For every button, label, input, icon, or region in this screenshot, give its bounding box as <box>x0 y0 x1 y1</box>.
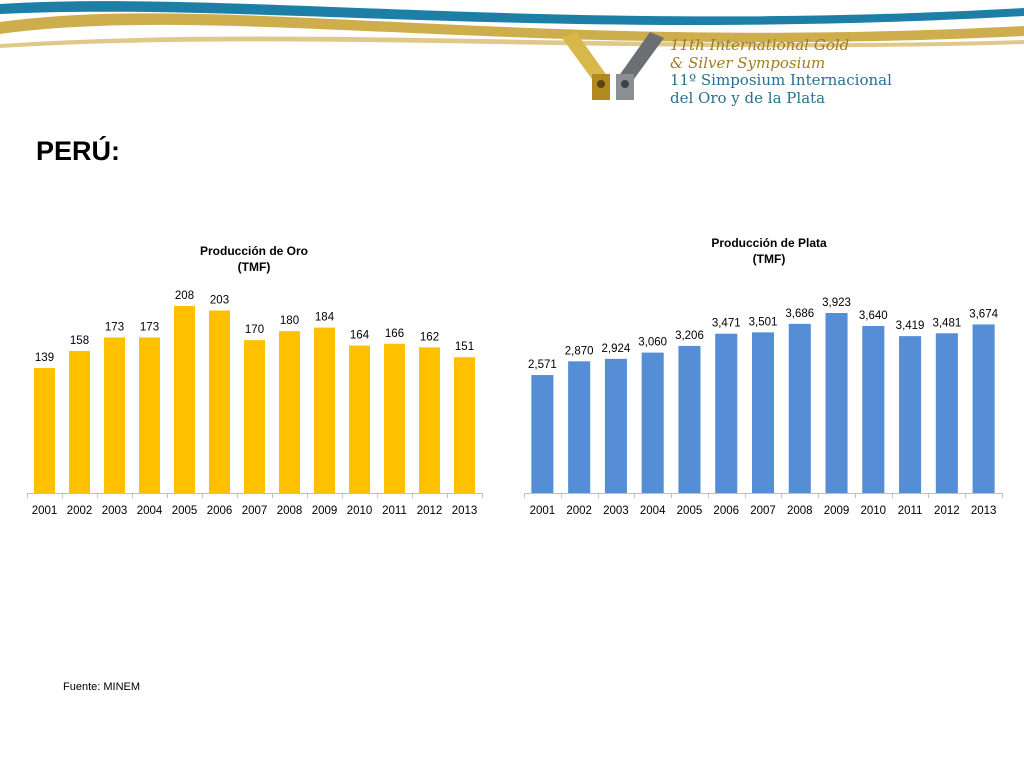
chart-subtitle: (TMF) <box>753 252 786 266</box>
x-tick-label-2002: 2002 <box>566 505 592 517</box>
x-tick-label-2013: 2013 <box>971 505 997 517</box>
x-tick-label-2003: 2003 <box>102 505 128 517</box>
data-label-2005: 208 <box>175 290 194 302</box>
bar-2002 <box>568 361 591 493</box>
bar-2011 <box>384 343 405 493</box>
bar-2012 <box>419 347 440 493</box>
x-tick-label-2004: 2004 <box>137 505 163 517</box>
data-label-2009: 3,923 <box>822 297 851 309</box>
bar-2005 <box>174 306 195 493</box>
x-tick-label-2008: 2008 <box>787 505 813 517</box>
bar-2001 <box>34 368 55 493</box>
bar-2013 <box>972 324 995 493</box>
data-label-2011: 3,419 <box>896 320 925 332</box>
bar-2001 <box>531 375 554 493</box>
data-label-2007: 170 <box>245 324 264 336</box>
source-note: Fuente: MINEM <box>63 681 141 693</box>
x-tick-label-2001: 2001 <box>32 505 58 517</box>
x-tick-label-2007: 2007 <box>750 505 776 517</box>
x-tick-label-2005: 2005 <box>677 505 703 517</box>
data-label-2004: 3,060 <box>638 337 667 349</box>
logo-line-3: 11º Simposium Internacional <box>670 71 892 89</box>
data-label-2002: 2,870 <box>565 345 594 357</box>
x-tick-label-2009: 2009 <box>824 505 850 517</box>
bar-2010 <box>862 325 885 493</box>
data-label-2013: 151 <box>455 341 474 353</box>
data-label-2006: 3,471 <box>712 318 741 330</box>
bar-2006 <box>715 333 738 493</box>
bar-2003 <box>104 337 125 493</box>
data-label-2009: 184 <box>315 312 335 324</box>
x-tick-label-2001: 2001 <box>530 505 556 517</box>
bar-2002 <box>69 350 90 493</box>
chart-subtitle: (TMF) <box>238 260 271 274</box>
data-label-2007: 3,501 <box>749 316 778 328</box>
chart-title: Producción de Plata <box>711 236 827 250</box>
data-label-2008: 180 <box>280 315 299 327</box>
bar-2003 <box>604 358 627 493</box>
x-tick-label-2012: 2012 <box>934 505 960 517</box>
x-tick-label-2011: 2011 <box>898 505 923 517</box>
symposium-logo-icon <box>562 32 664 100</box>
page-title: PERÚ: <box>36 136 121 166</box>
header-banner-swoosh <box>0 1 1024 48</box>
x-tick-label-2003: 2003 <box>603 505 629 517</box>
data-label-2003: 2,924 <box>602 343 631 355</box>
bar-2004 <box>641 352 664 493</box>
logo-line-1: 11th International Gold <box>670 36 850 54</box>
data-label-2012: 162 <box>420 331 439 343</box>
chart-title: Producción de Oro <box>200 244 308 258</box>
x-tick-label-2009: 2009 <box>312 505 338 517</box>
data-label-2005: 3,206 <box>675 330 704 342</box>
data-label-2008: 3,686 <box>785 308 814 320</box>
bar-2009 <box>314 327 335 493</box>
x-tick-label-2005: 2005 <box>172 505 198 517</box>
x-tick-label-2013: 2013 <box>452 505 478 517</box>
x-tick-label-2006: 2006 <box>713 505 739 517</box>
data-label-2010: 3,640 <box>859 310 888 322</box>
bar-2008 <box>788 323 811 493</box>
bar-2009 <box>825 313 848 493</box>
bar-2008 <box>279 331 300 493</box>
data-label-2002: 158 <box>70 335 89 347</box>
bar-2011 <box>899 336 922 493</box>
bar-2007 <box>244 340 265 493</box>
data-label-2010: 164 <box>350 330 370 342</box>
bar-2005 <box>678 345 701 493</box>
bar-2007 <box>751 332 775 493</box>
logo-line-4: del Oro y de la Plata <box>670 89 826 107</box>
x-tick-label-2004: 2004 <box>640 505 666 517</box>
x-tick-label-2002: 2002 <box>67 505 93 517</box>
bar-2010 <box>349 345 370 493</box>
data-label-2011: 166 <box>385 328 404 340</box>
bar-2004 <box>139 337 160 493</box>
x-tick-label-2006: 2006 <box>207 505 233 517</box>
data-label-2006: 203 <box>210 294 229 306</box>
x-tick-label-2010: 2010 <box>347 505 373 517</box>
x-tick-label-2010: 2010 <box>861 505 887 517</box>
data-label-2001: 2,571 <box>528 359 557 371</box>
data-label-2004: 173 <box>140 321 159 333</box>
bar-2012 <box>935 333 958 493</box>
x-tick-label-2007: 2007 <box>242 505 268 517</box>
data-label-2012: 3,481 <box>932 317 961 329</box>
x-tick-label-2012: 2012 <box>417 505 443 517</box>
x-tick-label-2011: 2011 <box>382 505 407 517</box>
bar-2013 <box>454 357 475 493</box>
data-label-2001: 139 <box>35 352 54 364</box>
x-tick-label-2008: 2008 <box>277 505 303 517</box>
logo-line-2: & Silver Symposium <box>670 54 826 72</box>
data-label-2013: 3,674 <box>969 308 998 320</box>
bar-2006 <box>209 310 230 493</box>
data-label-2003: 173 <box>105 321 124 333</box>
